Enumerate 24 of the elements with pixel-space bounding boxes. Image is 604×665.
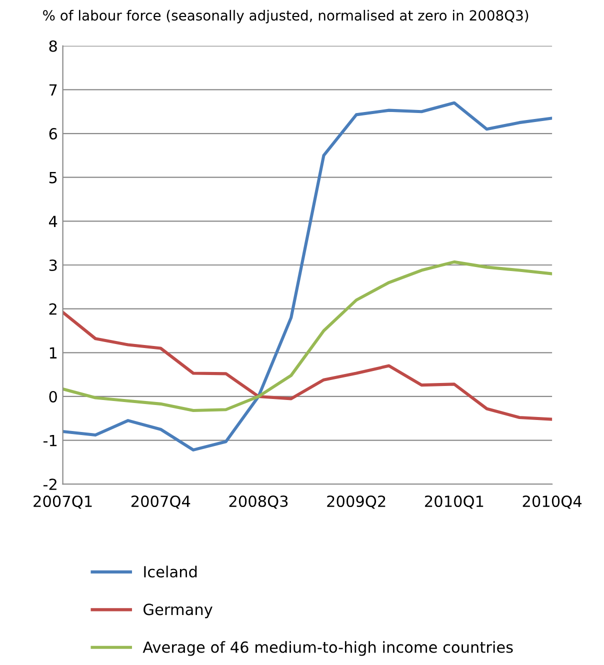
y-tick-label: 2: [49, 303, 56, 315]
x-tick-label: 2010Q4: [522, 496, 582, 509]
x-tick-label: 2008Q3: [229, 496, 288, 509]
y-tick-label: 6: [49, 128, 57, 140]
y-tick-label: 1: [50, 347, 57, 358]
x-tick-label: 2007Q1: [34, 496, 92, 509]
y-tick-label: 3: [49, 259, 57, 272]
y-tick-label: 4: [48, 216, 58, 227]
legend-label: Germany: [144, 604, 212, 618]
y-tick-label: 0: [49, 390, 57, 402]
line-series: [62, 101, 552, 452]
x-tick-label: 2010Q1: [425, 496, 484, 509]
y-tick-label: -2: [43, 478, 56, 490]
y-tick-label: 5: [49, 172, 57, 184]
y-axis-title: % of labour force (seasonally adjusted, normalised at zero in 2008Q3): [43, 10, 528, 24]
y-tick-label: -1: [43, 434, 57, 446]
line-series: [62, 260, 552, 412]
x-tick-label: 2009Q2: [327, 496, 386, 509]
legend-label: Iceland: [144, 566, 197, 578]
y-tick-label: 8: [49, 40, 57, 52]
x-tick-label: 2007Q4: [131, 496, 190, 509]
y-tick-label: 7: [49, 84, 57, 96]
legend-label: Average of 46 medium-to-high income countries: [142, 641, 513, 656]
line-series: [62, 310, 552, 421]
